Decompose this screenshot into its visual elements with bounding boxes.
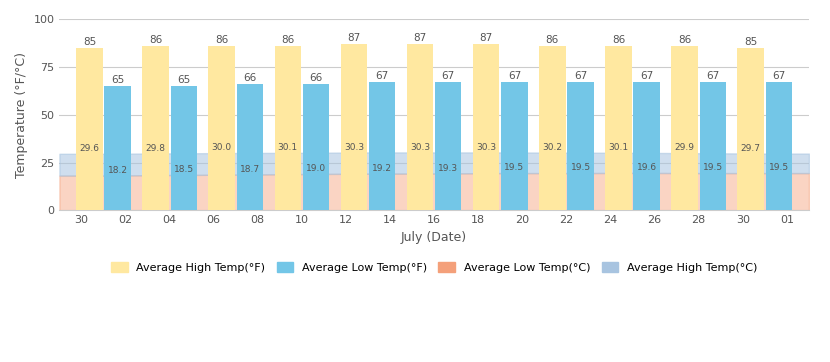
Text: 30.1: 30.1 (278, 143, 298, 152)
Bar (473, 44, 500, 210)
Text: 86: 86 (281, 35, 295, 45)
Text: 87: 87 (480, 33, 493, 43)
Bar (303, 84, 330, 210)
Text: 66: 66 (310, 73, 323, 83)
Bar (275, 46, 301, 210)
Text: 19.3: 19.3 (438, 164, 458, 173)
Text: 86: 86 (149, 35, 162, 45)
Text: 86: 86 (545, 35, 559, 45)
Bar (105, 86, 131, 210)
Text: 85: 85 (83, 37, 96, 47)
Bar (766, 82, 792, 210)
Text: 85: 85 (744, 37, 757, 47)
Text: 19.2: 19.2 (372, 164, 392, 173)
Text: 65: 65 (111, 75, 124, 85)
Text: 30.3: 30.3 (344, 143, 364, 152)
Text: 87: 87 (413, 33, 427, 43)
Text: 19.5: 19.5 (570, 163, 591, 172)
Text: 29.6: 29.6 (80, 144, 100, 153)
Bar (237, 84, 263, 210)
Text: 30.2: 30.2 (542, 143, 562, 152)
X-axis label: July (Date): July (Date) (401, 231, 467, 244)
Text: 29.8: 29.8 (145, 144, 165, 153)
Text: 19.5: 19.5 (505, 163, 525, 172)
Text: 29.7: 29.7 (740, 144, 761, 153)
Bar (369, 82, 395, 210)
Bar (700, 82, 726, 210)
Text: 67: 67 (706, 71, 720, 81)
Text: 66: 66 (243, 73, 256, 83)
Bar (567, 82, 593, 210)
Text: 30.3: 30.3 (476, 143, 496, 152)
Bar (605, 46, 632, 210)
Text: 67: 67 (574, 71, 587, 81)
Bar (208, 46, 235, 210)
Bar (671, 46, 698, 210)
Text: 18.2: 18.2 (108, 166, 128, 175)
Bar (540, 46, 565, 210)
Text: 67: 67 (375, 71, 388, 81)
Text: 67: 67 (508, 71, 521, 81)
Text: 19.0: 19.0 (306, 164, 326, 173)
Text: 18.7: 18.7 (240, 165, 260, 174)
Text: 67: 67 (640, 71, 653, 81)
Text: 30.0: 30.0 (212, 143, 232, 152)
Bar (142, 46, 168, 210)
Y-axis label: Temperature (°F/°C): Temperature (°F/°C) (15, 52, 28, 178)
Bar (501, 82, 528, 210)
Text: 19.5: 19.5 (769, 163, 789, 172)
Bar (76, 48, 103, 210)
Text: 67: 67 (772, 71, 785, 81)
Bar (435, 82, 461, 210)
Text: 65: 65 (177, 75, 190, 85)
Bar (170, 86, 197, 210)
Bar (738, 48, 764, 210)
Legend: Average High Temp(°F), Average Low Temp(°F), Average Low Temp(°C), Average High : Average High Temp(°F), Average Low Temp(… (106, 258, 762, 278)
Text: 87: 87 (347, 33, 360, 43)
Text: 30.1: 30.1 (608, 143, 628, 152)
Bar (407, 44, 433, 210)
Text: 29.9: 29.9 (675, 143, 695, 152)
Text: 19.6: 19.6 (637, 163, 657, 172)
Bar (633, 82, 660, 210)
Text: 86: 86 (612, 35, 625, 45)
Text: 30.3: 30.3 (410, 143, 430, 152)
Text: 18.5: 18.5 (173, 165, 194, 174)
Text: 67: 67 (442, 71, 455, 81)
Text: 86: 86 (678, 35, 691, 45)
Text: 86: 86 (215, 35, 228, 45)
Bar (340, 44, 367, 210)
Text: 19.5: 19.5 (703, 163, 723, 172)
